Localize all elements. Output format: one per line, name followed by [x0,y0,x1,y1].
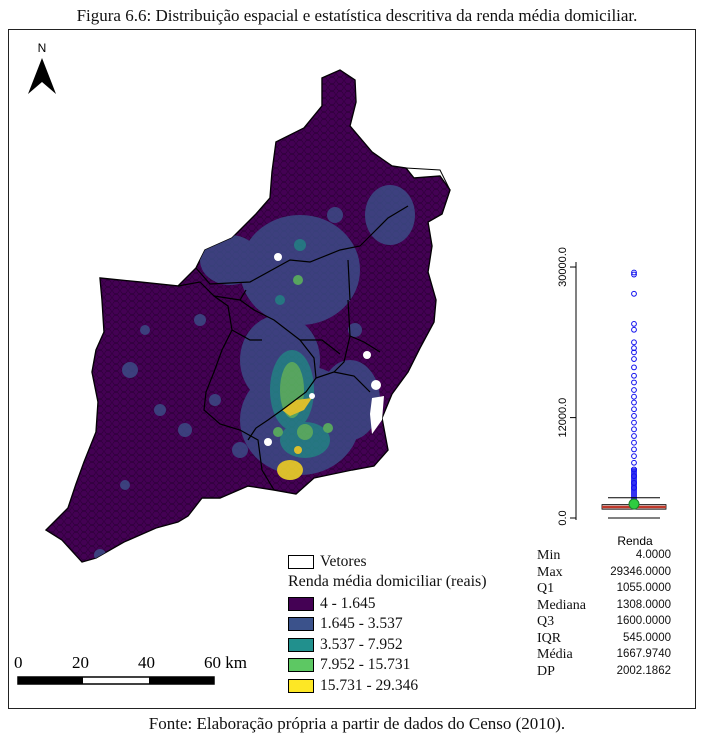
stat-value: 1667.9740 [616,648,671,660]
stat-label: Min [537,548,561,563]
stat-row: Min 4.0000 [537,548,687,565]
legend-title: Renda média domiciliar (reais) [288,572,487,590]
legend-class-label: 7.952 - 15.731 [320,656,411,674]
outlier-point [631,459,637,466]
outlier-point [631,413,637,419]
outlier-point [631,364,637,371]
legend-class-label: 15.731 - 29.346 [320,676,419,694]
scale-bar [17,676,215,685]
legend-class-1: 1.645 - 3.537 [288,614,487,635]
outlier-point [631,453,637,459]
outlier-point [631,290,637,297]
scale-tick-0: 0 [14,653,23,672]
legend: Vetores Renda média domiciliar (reais) 4… [288,552,487,696]
stat-value: 1308.0000 [616,598,671,611]
scale-tick-60km: 60 km [204,653,247,672]
stat-row: Q3 1600.0000 [537,614,687,631]
legend-class-swatch [288,658,314,673]
stat-row: Média 1667.9740 [537,647,687,664]
stat-value: 545.0000 [623,631,671,644]
legend-class-label: 3.537 - 7.952 [320,635,403,653]
stat-label: Q3 [537,614,555,629]
outlier-point [631,387,637,393]
mean-marker [628,498,640,510]
legend-class-label: 4 - 1.645 [320,594,376,612]
stat-value: 2002.1862 [616,664,671,677]
income-hex-clusters [46,70,450,562]
stat-label: IQR [537,630,562,646]
outlier-point [631,339,637,346]
outlier-point [631,349,637,356]
stat-label: Mediana [537,597,586,613]
outlier-point [631,271,637,278]
boxplot-variable-label: Renda [617,534,653,548]
outlier-point [631,321,637,327]
y-tick-label: 30000.0 [557,247,569,287]
stat-row: Mediana 1308.0000 [537,598,687,615]
outlier-point [631,419,637,426]
outlier-point [631,433,637,439]
y-tick-label: 12000.0 [557,398,569,438]
stat-label: DP [537,663,555,679]
outlier-band [631,468,637,505]
scale-tick-40: 40 [138,653,155,672]
north-label: N [38,41,47,55]
vector-boundaries [177,205,409,491]
stat-row: DP 2002.1862 [537,664,687,681]
outlier-point [631,393,637,400]
legend-class-swatch [288,678,314,693]
legend-class-0: 4 - 1.645 [288,594,487,615]
stat-row: IQR 545.0000 [537,631,687,648]
stat-row: Max 29346.0000 [537,565,687,582]
north-arrow [28,58,56,94]
stat-value: 29346.0000 [610,565,671,578]
figure-caption: Figura 6.6: Distribuição espacial e esta… [76,6,638,25]
vectors-swatch [288,555,314,570]
stat-label: Max [537,564,563,580]
legend-vectors: Vetores [288,552,487,573]
outlier-point [631,345,637,352]
stat-label: Média [537,647,573,662]
outlier-point [631,426,637,433]
legend-class-swatch [288,637,314,652]
outlier-point [631,406,637,413]
y-tick-label: 0.0 [557,510,569,525]
outlier-point [631,269,637,276]
stat-value: 4.0000 [635,549,671,561]
stat-value: 1055.0000 [616,582,671,594]
stat-value: 1600.0000 [616,615,671,627]
outlier-point [631,399,637,406]
legend-class-label: 1.645 - 3.537 [320,615,403,633]
outlier-point [631,379,637,386]
stats-table: Min 4.0000 Max 29346.0000 Q1 1055.0000 Mediana… [537,548,687,680]
outlier-point [631,446,637,453]
legend-class-4: 15.731 - 29.346 [288,676,487,697]
source-note: Fonte: Elaboração própria a partir de da… [148,714,566,733]
outlier-point [631,372,637,379]
legend-class-2: 3.537 - 7.952 [288,635,487,656]
outlier-point [631,356,637,362]
legend-class-swatch [288,596,314,611]
legend-class-swatch [288,617,314,632]
legend-vectors-label: Vetores [320,553,367,571]
no-data-patches [264,253,384,446]
stat-row: Q1 1055.0000 [537,581,687,598]
scale-tick-20: 20 [72,653,89,672]
legend-class-3: 7.952 - 15.731 [288,655,487,676]
boxplot-chart: 0.0 12000.0 30000.0 [557,247,667,526]
outlier-point [631,439,637,446]
figure-frame [8,29,696,709]
outlier-point [631,326,637,333]
stat-label: Q1 [537,581,555,596]
